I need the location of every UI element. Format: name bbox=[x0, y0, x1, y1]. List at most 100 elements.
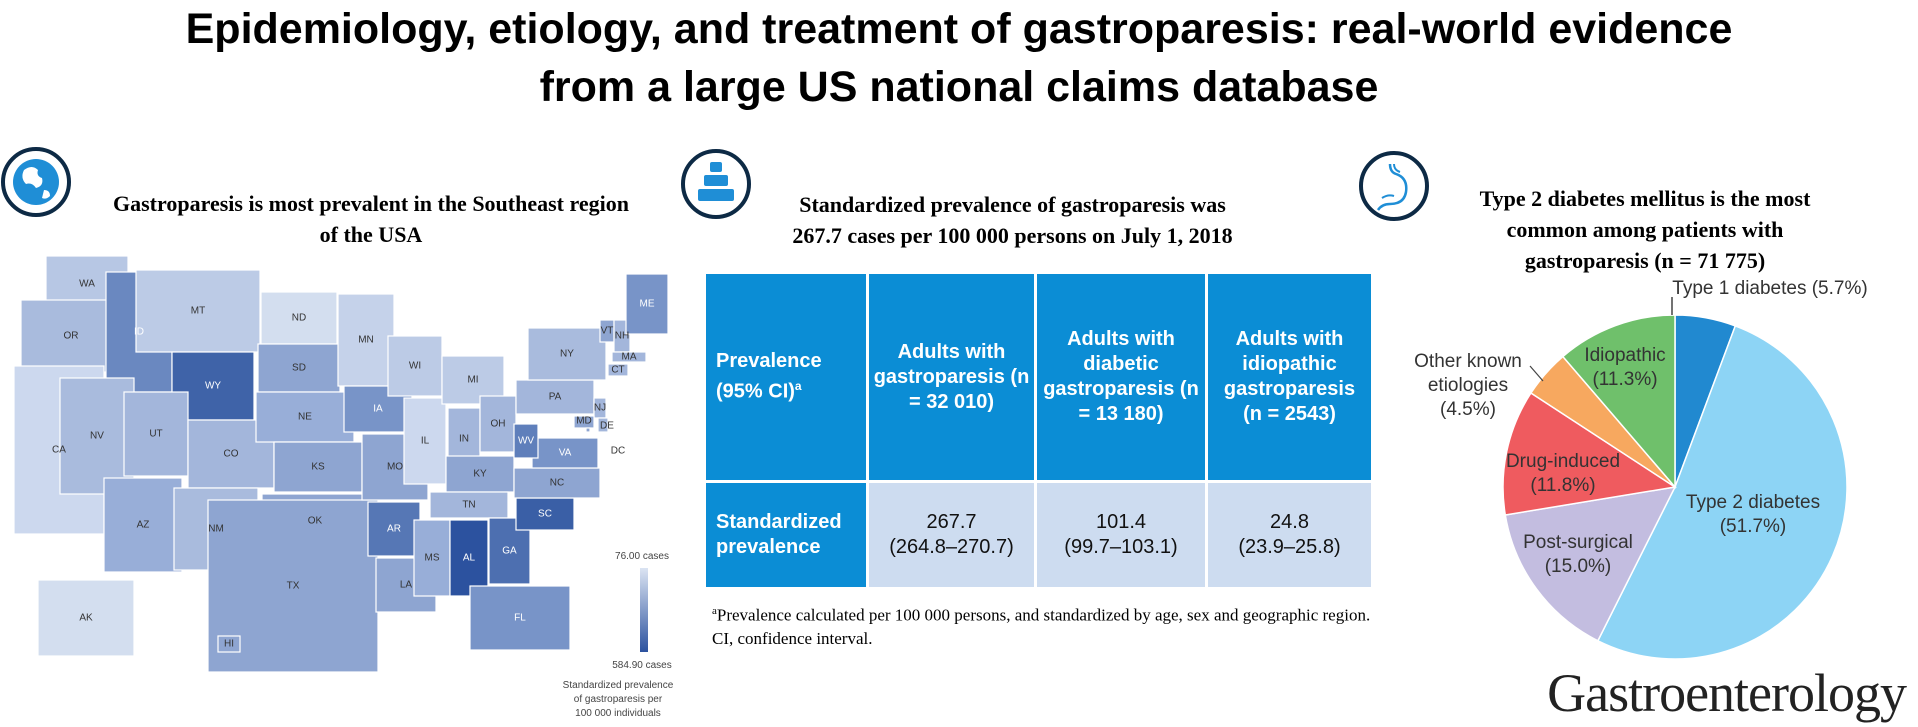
footnote-marker: a bbox=[794, 379, 802, 394]
state-label: MO bbox=[387, 462, 403, 473]
cell-idiopathic: 24.8 (23.9–25.8) bbox=[1208, 483, 1371, 587]
label-percent: (51.7%) bbox=[1719, 516, 1787, 537]
state-label: MT bbox=[191, 306, 205, 317]
population-icon bbox=[680, 148, 751, 219]
pie-label-drug-induced: Drug-induced (11.8%) bbox=[1506, 450, 1620, 498]
pie-heading: Type 2 diabetes mellitus is the most com… bbox=[1440, 183, 1850, 276]
title-line-1: Epidemiology, etiology, and treatment of… bbox=[185, 5, 1733, 53]
state-label: LA bbox=[400, 580, 413, 591]
state-label: CT bbox=[611, 365, 624, 376]
pie-label-idiopathic: Idiopathic (11.3%) bbox=[1584, 344, 1665, 392]
legend-caption-line-3: 100 000 individuals bbox=[575, 708, 661, 719]
pie-label-type1: Type 1 diabetes (5.7%) bbox=[1672, 278, 1868, 299]
label-percent: (4.5%) bbox=[1440, 399, 1496, 420]
label-name: Post-surgical bbox=[1523, 532, 1633, 553]
state-label: OK bbox=[308, 516, 323, 527]
legend-color-scale bbox=[640, 568, 648, 652]
cell-value: 267.7 bbox=[926, 511, 977, 533]
state-label: SD bbox=[292, 363, 306, 374]
state-label: NC bbox=[550, 478, 564, 489]
prevalence-table: Prevalence (95% CI)a Adults with gastrop… bbox=[703, 271, 1374, 590]
state-ne bbox=[255, 391, 355, 443]
state-ut bbox=[123, 391, 189, 477]
state-label: NV bbox=[90, 431, 104, 442]
state-label: IA bbox=[373, 404, 383, 415]
pie-slice-post-surgical bbox=[1504, 486, 1677, 642]
state-label: ND bbox=[292, 313, 306, 324]
state-label: ID bbox=[134, 327, 144, 338]
header-prevalence-ci: Prevalence (95% CI)a bbox=[706, 274, 866, 480]
state-label: AZ bbox=[137, 520, 150, 531]
legend-caption: Standardized prevalence of gastroparesis… bbox=[563, 679, 674, 721]
map-heading: Gastroparesis is most prevalent in the S… bbox=[66, 188, 676, 250]
journal-logo: Gastroenterology bbox=[1547, 663, 1907, 723]
state-label: CO bbox=[224, 449, 239, 460]
state-ct bbox=[607, 363, 629, 377]
legend-caption-line-2: of gastroparesis per bbox=[573, 694, 663, 705]
state-de bbox=[597, 417, 609, 433]
stomach-icon bbox=[1358, 150, 1429, 221]
label-name: Idiopathic bbox=[1584, 345, 1666, 366]
state-label: NJ bbox=[594, 403, 606, 414]
pie-heading-line-2: common among patients with bbox=[1506, 217, 1784, 242]
cell-diabetic: 101.4 (99.7–103.1) bbox=[1037, 483, 1205, 587]
state-label: VA bbox=[559, 448, 572, 459]
state-wi bbox=[387, 335, 443, 397]
label-name: Type 2 diabetes bbox=[1685, 492, 1821, 513]
state-nc bbox=[513, 467, 601, 499]
state-label: CA bbox=[52, 445, 66, 456]
state-label: VT bbox=[601, 326, 614, 337]
header-text: Prevalence (95% CI) bbox=[716, 350, 822, 403]
state-sd bbox=[257, 343, 341, 393]
state-label: WV bbox=[518, 436, 534, 447]
state-label: DC bbox=[611, 446, 625, 457]
state-label: WY bbox=[205, 381, 221, 392]
state-fl bbox=[469, 585, 571, 651]
leader-lines bbox=[1529, 365, 1544, 382]
state-oh bbox=[479, 395, 517, 453]
state-label: MN bbox=[358, 335, 374, 346]
state-il bbox=[403, 397, 447, 485]
header-all-adults: Adults with gastroparesis (n = 32 010) bbox=[869, 274, 1034, 480]
state-sc bbox=[515, 497, 575, 531]
cell-value: 101.4 bbox=[1095, 511, 1147, 533]
us-prevalence-map: WA OR CA ID NV MT WY UT CO AZ NM ND SD NE KS OK TX MN IA MO… bbox=[13, 255, 669, 673]
legend-max-label: 584.90 cases bbox=[612, 660, 672, 671]
state-label: HI bbox=[224, 639, 234, 650]
type1-leader bbox=[1671, 297, 1673, 315]
state-wv bbox=[513, 423, 539, 459]
footnote-text: Prevalence calculated per 100 000 person… bbox=[712, 605, 1371, 648]
state-ms bbox=[413, 519, 451, 597]
label-name: Drug-induced bbox=[1505, 451, 1621, 472]
pie-slice-drug-induced bbox=[1502, 391, 1678, 516]
footnote-marker: a bbox=[712, 605, 717, 617]
label-percent: (15.0%) bbox=[1544, 556, 1612, 577]
cell-all-adults: 267.7 (264.8–270.7) bbox=[869, 483, 1034, 587]
table-row: Standardized prevalence 267.7 (264.8–270.… bbox=[706, 483, 1371, 587]
map-heading-line-1: Gastroparesis is most prevalent in the S… bbox=[112, 191, 629, 216]
other-leader-line bbox=[1529, 365, 1544, 382]
state-va bbox=[531, 437, 599, 469]
pie-label-post-surgical: Post-surgical (15.0%) bbox=[1523, 531, 1633, 579]
state-dc bbox=[585, 427, 591, 433]
state-or bbox=[20, 299, 122, 373]
label-percent: (11.3%) bbox=[1592, 369, 1658, 390]
state-md bbox=[573, 415, 595, 429]
state-hi bbox=[217, 635, 241, 653]
state-ma bbox=[611, 351, 647, 363]
legend-caption-line-1: Standardized prevalence bbox=[562, 680, 674, 691]
state-label: FL bbox=[514, 613, 526, 624]
map-heading-line-2: of the USA bbox=[319, 222, 423, 247]
header-idiopathic: Adults with idiopathic gastroparesis (n … bbox=[1208, 274, 1371, 480]
pie-label-type2: Type 2 diabetes (51.7%) bbox=[1686, 491, 1820, 539]
state-label: NE bbox=[298, 412, 312, 423]
header-diabetic: Adults with diabetic gastroparesis (n = … bbox=[1037, 274, 1205, 480]
state-label: NH bbox=[615, 331, 629, 342]
pie-slice-type-2-diabetes bbox=[1596, 324, 1848, 660]
state-ak bbox=[37, 579, 135, 657]
state-az bbox=[103, 477, 183, 573]
state-me bbox=[625, 273, 669, 335]
pie-heading-line-3: gastroparesis (n = 71 775) bbox=[1524, 248, 1766, 273]
state-label: TX bbox=[287, 581, 300, 592]
state-label: NY bbox=[560, 349, 574, 360]
